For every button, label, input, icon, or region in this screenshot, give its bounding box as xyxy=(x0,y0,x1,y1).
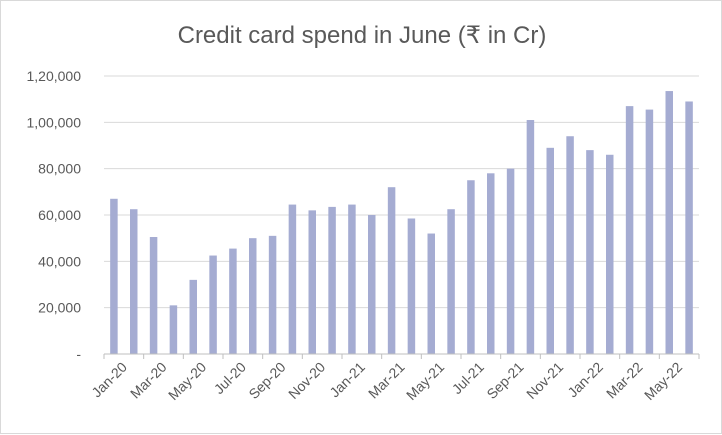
bar-jul-20 xyxy=(229,248,237,354)
x-tick-label: Mar-21 xyxy=(365,359,408,402)
bar-jul-21 xyxy=(467,180,475,354)
bar-sep-20 xyxy=(268,235,277,354)
bar-nov-20 xyxy=(308,210,316,354)
bar-may-20 xyxy=(189,279,197,354)
x-tick-label: Mar-20 xyxy=(127,359,170,402)
x-tick-label: Jul-20 xyxy=(211,359,249,397)
bar-may-22 xyxy=(665,91,673,354)
bar-jan-22 xyxy=(586,150,594,354)
x-tick-label: Sep-20 xyxy=(245,359,288,402)
y-tick-label: 60,000 xyxy=(38,207,81,223)
bar-jan-21 xyxy=(348,204,356,354)
bar-jun-20 xyxy=(209,255,217,354)
bar-mar-22 xyxy=(625,106,634,354)
y-axis-ticks: - 20,000 40,000 60,000 80,000 1,00,000 1,20,00… xyxy=(27,68,82,362)
gridlines xyxy=(104,75,699,309)
bar-apr-22 xyxy=(645,109,654,354)
x-tick-label: May-21 xyxy=(403,359,447,403)
x-tick-label: Mar-22 xyxy=(603,359,646,402)
x-tick-label: May-22 xyxy=(641,359,685,403)
bar-dec-20 xyxy=(328,206,336,354)
bar-mar-20 xyxy=(149,237,158,354)
bar-dec-21 xyxy=(566,136,574,354)
y-tick-label: 20,000 xyxy=(38,300,81,316)
bar-aug-21 xyxy=(487,173,495,354)
x-tick-label: Jul-21 xyxy=(449,359,487,397)
x-tick-label: Jan-22 xyxy=(564,359,606,401)
x-tick-label: Jan-21 xyxy=(326,359,368,401)
x-tick-label: Nov-21 xyxy=(523,359,566,402)
bar-oct-20 xyxy=(288,204,297,354)
x-tick-label: Jan-20 xyxy=(88,359,130,401)
bar-may-21 xyxy=(427,233,435,354)
y-tick-label: 1,00,000 xyxy=(27,114,82,130)
bar-feb-21 xyxy=(368,215,376,354)
bar-jan-20 xyxy=(110,198,118,354)
y-tick-label: 80,000 xyxy=(38,161,81,177)
x-tick-label: May-20 xyxy=(165,359,209,403)
y-tick-label: 1,20,000 xyxy=(27,68,82,84)
y-tick-label: - xyxy=(76,346,81,362)
bar-mar-21 xyxy=(387,187,396,354)
bar-jun-21 xyxy=(447,209,455,354)
bar-feb-20 xyxy=(130,209,138,354)
bar-apr-21 xyxy=(407,218,416,354)
bars xyxy=(110,91,693,355)
bar-jun-22 xyxy=(685,101,693,354)
bar-oct-21 xyxy=(526,120,535,355)
bar-apr-20 xyxy=(169,305,178,354)
x-tick-label: Sep-21 xyxy=(483,359,526,402)
bar-sep-21 xyxy=(506,168,515,354)
bar-feb-22 xyxy=(606,154,614,354)
bar-nov-21 xyxy=(546,147,554,354)
chart-title: Credit card spend in June (₹ in Cr) xyxy=(178,22,547,49)
bar-aug-20 xyxy=(249,238,257,354)
axes xyxy=(103,353,700,359)
x-tick-label: Nov-20 xyxy=(285,359,328,402)
y-tick-label: 40,000 xyxy=(38,253,81,269)
